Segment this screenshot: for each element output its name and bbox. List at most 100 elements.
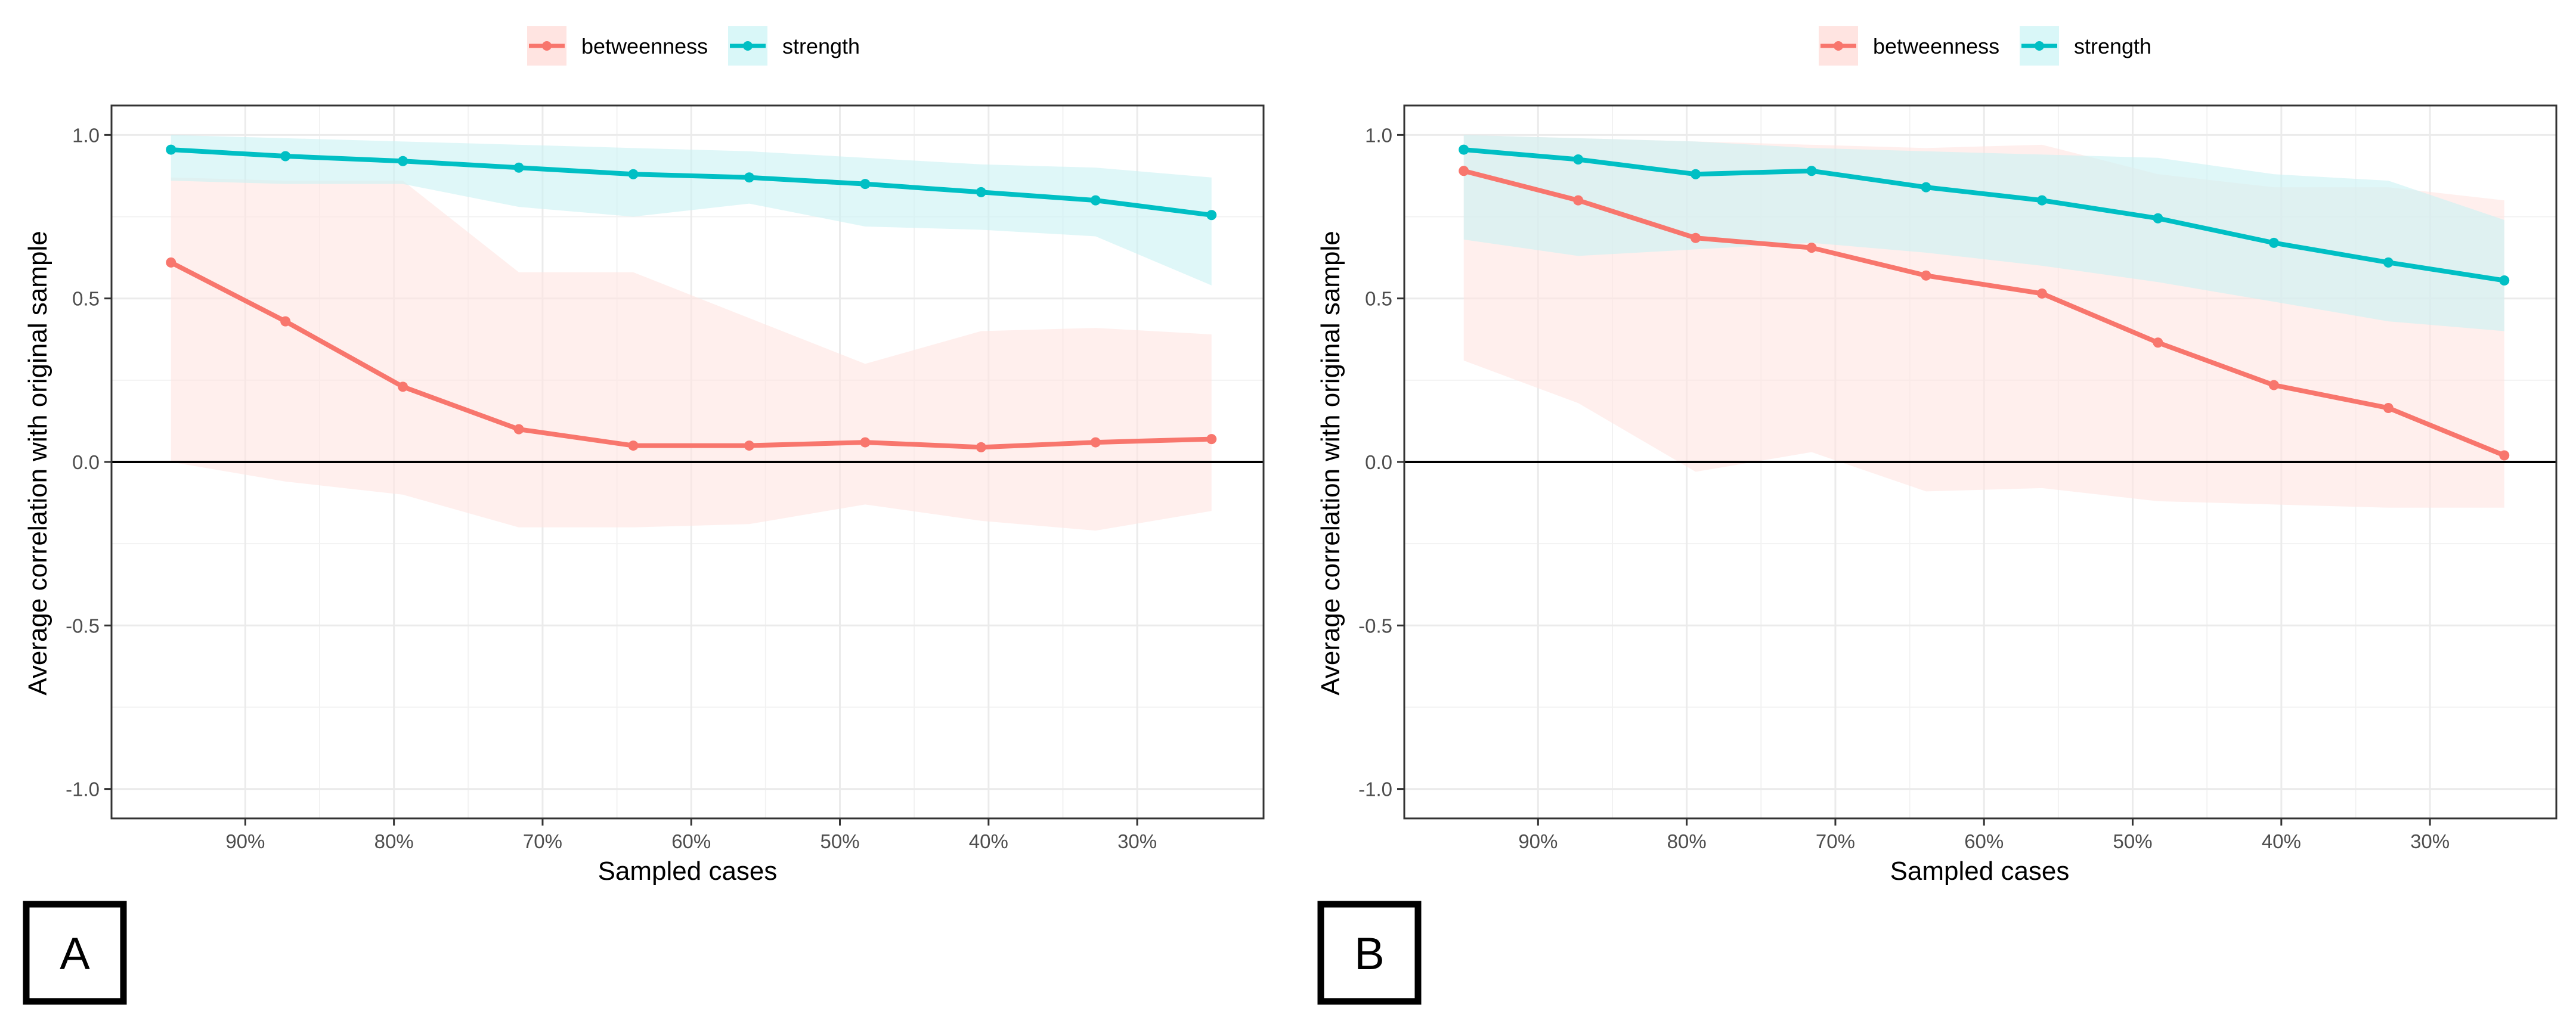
y-tick-label: 0.0	[1365, 451, 1392, 473]
legend-key-point-strength	[743, 41, 753, 51]
plot-area-b: -1.0 -0.5 0.0 0.5 1.0 90% 80% 70% 60% 50% 40% 30%	[1358, 104, 2558, 852]
series-line-strength	[171, 147, 1212, 218]
confidence-band-strength	[1463, 135, 2504, 331]
data-point-strength	[1806, 166, 1817, 176]
panel-tag-label-b: B	[1354, 929, 1385, 979]
legend-item-strength[interactable]: strength	[728, 26, 860, 66]
data-point-strength	[860, 179, 871, 190]
series-line-betweenness	[1463, 168, 2506, 458]
data-point-betweenness	[2383, 402, 2394, 413]
x-tick-label: 70%	[523, 830, 562, 852]
x-tick-label: 60%	[1964, 830, 2004, 852]
data-point-strength	[1573, 154, 1584, 165]
data-point-betweenness	[1573, 195, 1584, 206]
x-axis-title-b: Sampled cases	[1890, 857, 2070, 886]
legend-a: betweenness strength	[527, 26, 860, 66]
x-tick-label: 90%	[225, 830, 265, 852]
data-point-betweenness	[1806, 243, 1817, 253]
panel-tag-label-a: A	[60, 929, 90, 979]
panel-a: betweenness strength -1.0 -0.5 0.0 0.5 1.0 90…	[23, 26, 1265, 1005]
data-point-strength	[280, 151, 291, 162]
y-tick-label: 1.0	[1365, 124, 1392, 146]
data-point-betweenness	[1459, 166, 1469, 176]
data-point-betweenness	[1206, 434, 1217, 445]
y-axis-title-b: Average correlation with original sample	[1316, 231, 1345, 695]
confidence-band-strength	[171, 135, 1212, 286]
data-point-strength	[1690, 169, 1701, 179]
data-point-betweenness	[1090, 437, 1101, 448]
panel-tag-box-a	[23, 901, 127, 1005]
data-point-betweenness	[2499, 450, 2510, 461]
x-tick-label: 70%	[1816, 830, 1855, 852]
data-point-betweenness	[398, 381, 408, 392]
legend-item-betweenness[interactable]: betweenness	[1819, 26, 1999, 66]
data-point-betweenness	[628, 440, 639, 451]
x-tick-label: 80%	[374, 830, 414, 852]
legend-key-point-betweenness	[542, 41, 552, 51]
data-point-strength	[2268, 237, 2279, 248]
x-tick-label: 40%	[969, 830, 1008, 852]
data-point-betweenness	[166, 257, 177, 268]
data-point-strength	[1921, 182, 1931, 193]
data-point-betweenness	[513, 424, 524, 435]
data-point-betweenness	[1690, 232, 1701, 243]
panel-tag-a: A	[23, 901, 127, 1005]
data-point-strength	[976, 187, 986, 197]
y-tick-label: 0.5	[72, 288, 100, 310]
data-point-strength	[1090, 195, 1101, 206]
y-tick-label: -1.0	[66, 778, 100, 801]
series-line-strength	[1463, 147, 2505, 283]
x-tick-label: 40%	[2262, 830, 2301, 852]
data-point-betweenness	[280, 316, 291, 327]
y-tick-label: 0.5	[1365, 288, 1392, 310]
y-tick-label: 0.0	[72, 451, 100, 473]
panel-tag-box-b	[1317, 901, 1422, 1005]
legend-key-point-betweenness	[1834, 41, 1843, 51]
x-tick-label: 90%	[1518, 830, 1558, 852]
legend-label-strength: strength	[782, 34, 860, 58]
x-tick-label: 30%	[2410, 830, 2450, 852]
data-point-strength	[166, 144, 177, 155]
data-point-strength	[1206, 210, 1217, 221]
y-tick-label: 1.0	[72, 124, 100, 146]
y-axis-title-a: Average correlation with original sample	[23, 231, 52, 695]
y-tick-label: -0.5	[66, 615, 100, 637]
panel-b: betweenness strength -1.0 -0.5 0.0 0.5 1.0 90…	[1316, 26, 2558, 1005]
data-point-betweenness	[2036, 288, 2047, 299]
data-point-betweenness	[2153, 337, 2163, 348]
data-point-betweenness	[1921, 270, 1931, 281]
y-tick-label: -1.0	[1358, 778, 1392, 801]
x-tick-label: 50%	[820, 830, 859, 852]
x-axis-title-a: Sampled cases	[598, 857, 778, 886]
data-point-strength	[513, 162, 524, 173]
data-point-strength	[2036, 195, 2047, 206]
data-point-betweenness	[744, 440, 754, 451]
data-point-strength	[1459, 144, 1469, 155]
panel-tag-b: B	[1317, 901, 1422, 1005]
legend-label-strength: strength	[2074, 34, 2151, 58]
data-point-strength	[2383, 257, 2394, 268]
x-tick-label: 80%	[1667, 830, 1707, 852]
y-tick-label: -0.5	[1358, 615, 1392, 637]
plot-area-a: -1.0 -0.5 0.0 0.5 1.0 90% 80% 70% 60% 50% 40% 30%	[66, 104, 1265, 852]
data-point-betweenness	[2268, 380, 2279, 390]
x-tick-label: 60%	[671, 830, 711, 852]
legend-item-strength[interactable]: strength	[2020, 26, 2151, 66]
legend-key-point-strength	[2035, 41, 2044, 51]
x-tick-label: 50%	[2113, 830, 2152, 852]
data-point-strength	[628, 169, 639, 179]
series-line-betweenness	[169, 260, 1212, 450]
legend-label-betweenness: betweenness	[1873, 34, 1999, 58]
data-point-strength	[744, 172, 754, 183]
data-point-strength	[2153, 213, 2163, 224]
x-tick-label: 30%	[1117, 830, 1157, 852]
data-point-strength	[398, 156, 408, 166]
legend-b: betweenness strength	[1819, 26, 2151, 66]
data-point-strength	[2499, 275, 2510, 286]
legend-item-betweenness[interactable]: betweenness	[527, 26, 708, 66]
legend-label-betweenness: betweenness	[581, 34, 708, 58]
data-point-betweenness	[976, 442, 986, 452]
confidence-band-betweenness	[171, 177, 1212, 531]
data-point-betweenness	[860, 437, 871, 448]
